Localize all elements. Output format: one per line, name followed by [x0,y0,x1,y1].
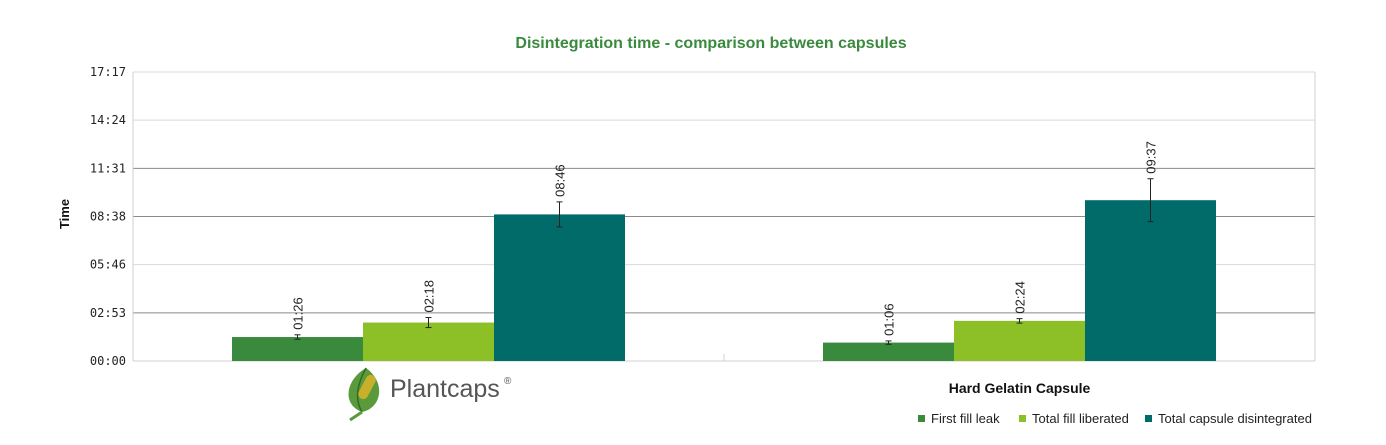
data-label: 08:46 [553,164,568,197]
y-tick-label: 00:00 [90,354,126,368]
legend-swatch [918,415,925,422]
plantcaps-logo: Plantcaps ® [348,367,512,422]
bar [1085,200,1216,361]
data-label: 09:37 [1144,141,1159,174]
data-labels: 01:26 01:06 02:18 02:24 08:46 09:37 [291,141,1159,336]
bar [232,337,363,361]
y-axis-label: Time [57,199,72,229]
category-labels: Hard Gelatin Capsule [949,380,1091,396]
category-label: Hard Gelatin Capsule [949,380,1091,396]
y-axis-ticks: 00:00 02:53 05:46 08:38 11:31 14:24 17:17 [90,65,126,368]
logo-text: Plantcaps [390,375,500,403]
bar [363,322,494,361]
data-label: 01:06 [882,303,897,336]
legend-label: Total capsule disintegrated [1158,411,1312,426]
error-bars [294,178,1154,345]
legend-label: Total fill liberated [1032,411,1129,426]
data-label: 02:24 [1013,281,1028,314]
data-label: 01:26 [291,297,306,330]
chart-title: Disintegration time - comparison between… [515,35,906,52]
logo-registered-mark: ® [504,376,512,387]
y-tick-label: 08:38 [90,210,126,224]
legend-swatch [1019,415,1026,422]
bars [232,200,1216,361]
bar [823,342,954,361]
y-tick-label: 17:17 [90,65,126,79]
y-tick-label: 02:53 [90,306,126,320]
bar [494,214,625,361]
data-label: 02:18 [422,280,437,313]
y-tick-label: 11:31 [90,161,126,175]
legend-swatch [1145,415,1152,422]
bar [954,320,1085,361]
legend: First fill leak Total fill liberated Total… [918,411,1312,426]
y-tick-label: 05:46 [90,258,126,272]
legend-label: First fill leak [931,411,1000,426]
leaf-capsule-icon [348,367,380,422]
y-tick-label: 14:24 [90,113,126,127]
